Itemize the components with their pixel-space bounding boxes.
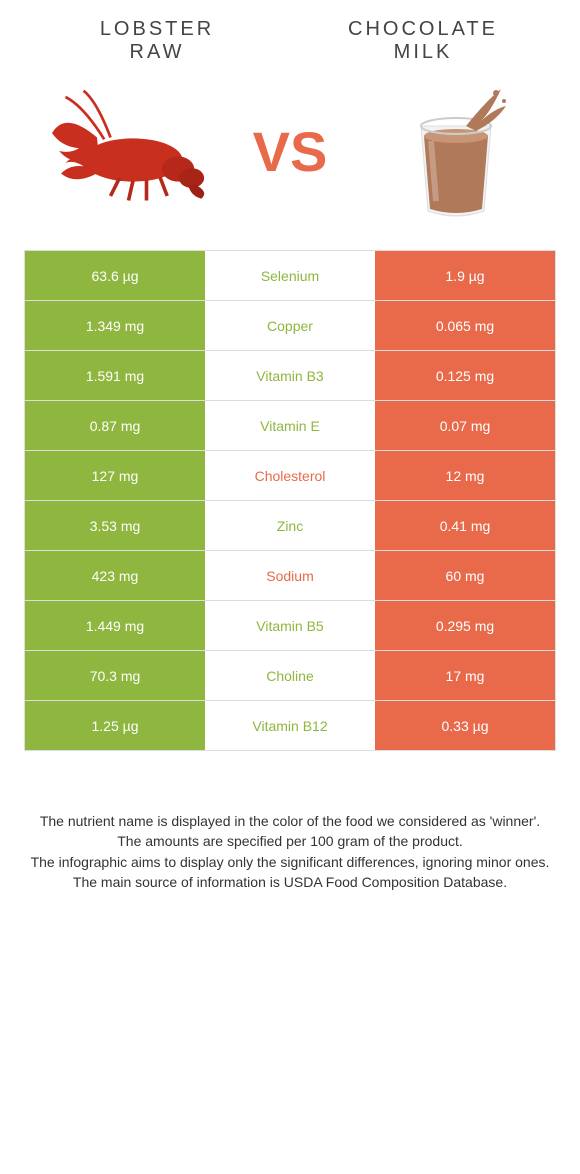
left-value-cell: 70.3 mg — [25, 651, 205, 700]
nutrient-label-cell: Sodium — [205, 551, 375, 600]
left-food-title: LOBSTER RAW — [24, 18, 290, 64]
right-value-cell: 12 mg — [375, 451, 555, 500]
right-title-line2: MILK — [290, 41, 556, 64]
vs-label: VS — [253, 119, 328, 184]
left-value-cell: 1.25 µg — [25, 701, 205, 750]
nutrient-label-cell: Zinc — [205, 501, 375, 550]
right-title-line1: CHOCOLATE — [290, 18, 556, 41]
note-line-2: The amounts are specified per 100 gram o… — [30, 831, 550, 851]
note-line-3: The infographic aims to display only the… — [30, 852, 550, 872]
note-line-1: The nutrient name is displayed in the co… — [30, 811, 550, 831]
table-row: 1.349 mgCopper0.065 mg — [25, 300, 555, 350]
left-title-line2: RAW — [24, 41, 290, 64]
table-row: 127 mgCholesterol12 mg — [25, 450, 555, 500]
nutrient-label-cell: Vitamin B12 — [205, 701, 375, 750]
left-value-cell: 63.6 µg — [25, 251, 205, 300]
right-value-cell: 0.125 mg — [375, 351, 555, 400]
left-value-cell: 0.87 mg — [25, 401, 205, 450]
table-row: 3.53 mgZinc0.41 mg — [25, 500, 555, 550]
right-value-cell: 0.33 µg — [375, 701, 555, 750]
nutrient-label-cell: Vitamin B5 — [205, 601, 375, 650]
nutrient-table: 63.6 µgSelenium1.9 µg1.349 mgCopper0.065… — [24, 250, 556, 751]
nutrient-label-cell: Selenium — [205, 251, 375, 300]
table-row: 423 mgSodium60 mg — [25, 550, 555, 600]
right-food-title: CHOCOLATE MILK — [290, 18, 556, 64]
nutrient-label-cell: Copper — [205, 301, 375, 350]
table-row: 1.25 µgVitamin B120.33 µg — [25, 700, 555, 750]
right-value-cell: 0.07 mg — [375, 401, 555, 450]
chocolate-milk-image — [356, 76, 556, 226]
left-value-cell: 3.53 mg — [25, 501, 205, 550]
nutrient-label-cell: Choline — [205, 651, 375, 700]
titles-row: LOBSTER RAW CHOCOLATE MILK — [24, 18, 556, 64]
left-value-cell: 423 mg — [25, 551, 205, 600]
right-value-cell: 0.295 mg — [375, 601, 555, 650]
right-value-cell: 0.065 mg — [375, 301, 555, 350]
lobster-image — [24, 76, 224, 226]
nutrient-label-cell: Vitamin E — [205, 401, 375, 450]
table-row: 1.449 mgVitamin B50.295 mg — [25, 600, 555, 650]
table-row: 1.591 mgVitamin B30.125 mg — [25, 350, 555, 400]
left-value-cell: 1.449 mg — [25, 601, 205, 650]
left-value-cell: 127 mg — [25, 451, 205, 500]
right-value-cell: 60 mg — [375, 551, 555, 600]
table-row: 70.3 mgCholine17 mg — [25, 650, 555, 700]
table-row: 0.87 mgVitamin E0.07 mg — [25, 400, 555, 450]
left-value-cell: 1.349 mg — [25, 301, 205, 350]
footer-notes: The nutrient name is displayed in the co… — [0, 811, 580, 922]
right-value-cell: 17 mg — [375, 651, 555, 700]
note-line-4: The main source of information is USDA F… — [30, 872, 550, 892]
left-title-line1: LOBSTER — [24, 18, 290, 41]
left-value-cell: 1.591 mg — [25, 351, 205, 400]
nutrient-label-cell: Vitamin B3 — [205, 351, 375, 400]
table-row: 63.6 µgSelenium1.9 µg — [25, 250, 555, 300]
right-value-cell: 1.9 µg — [375, 251, 555, 300]
right-value-cell: 0.41 mg — [375, 501, 555, 550]
nutrient-label-cell: Cholesterol — [205, 451, 375, 500]
images-row: VS — [24, 76, 556, 226]
